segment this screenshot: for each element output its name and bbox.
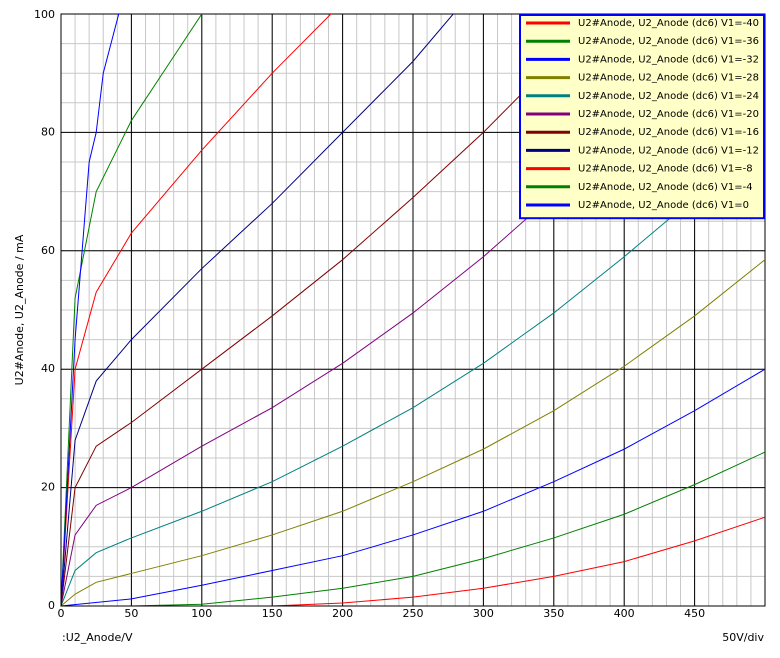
legend: U2#Anode, U2_Anode (dc6) V1=-40 U2#Anode,… <box>519 14 765 220</box>
legend-label: U2#Anode, U2_Anode (dc6) V1=-36 <box>578 36 759 47</box>
series-line <box>61 14 598 606</box>
legend-label: U2#Anode, U2_Anode (dc6) V1=-28 <box>578 73 759 84</box>
y-tick-label: 20 <box>41 481 55 494</box>
y-tick-label: 80 <box>41 125 55 138</box>
x-tick-label: 400 <box>614 607 635 620</box>
series-line <box>61 14 203 606</box>
scale-note: 50V/div <box>722 631 764 644</box>
y-axis-label: U2#Anode, U2_Anode / mA <box>13 234 26 385</box>
series-line <box>61 516 765 606</box>
legend-label: U2#Anode, U2_Anode (dc6) V1=-32 <box>578 54 759 65</box>
legend-box <box>519 14 765 220</box>
y-tick-label: 60 <box>41 244 55 257</box>
legend-label: U2#Anode, U2_Anode (dc6) V1=-20 <box>578 109 759 120</box>
x-axis-label: :U2_Anode/V <box>62 631 133 644</box>
legend-label: U2#Anode, U2_Anode (dc6) V1=0 <box>578 200 749 211</box>
y-tick-label: 0 <box>48 599 55 612</box>
series-line <box>61 368 765 606</box>
x-tick-label: 0 <box>58 607 65 620</box>
y-tick-label: 40 <box>41 362 55 375</box>
series-line <box>61 259 765 606</box>
legend-label: U2#Anode, U2_Anode (dc6) V1=-12 <box>578 145 759 156</box>
series-line <box>61 132 765 606</box>
x-tick-label: 50 <box>124 607 138 620</box>
x-tick-label: 200 <box>332 607 353 620</box>
series-line <box>61 451 765 606</box>
x-tick-label: 150 <box>262 607 283 620</box>
legend-label: U2#Anode, U2_Anode (dc6) V1=-8 <box>578 164 753 175</box>
legend-label: U2#Anode, U2_Anode (dc6) V1=-4 <box>578 182 753 193</box>
y-tick-label: 100 <box>34 8 55 21</box>
x-tick-label: 350 <box>543 607 564 620</box>
legend-label: U2#Anode, U2_Anode (dc6) V1=-16 <box>578 127 759 138</box>
x-tick-label: 300 <box>473 607 494 620</box>
x-tick-label: 250 <box>403 607 424 620</box>
legend-label: U2#Anode, U2_Anode (dc6) V1=-24 <box>578 91 759 102</box>
series-line <box>61 14 454 606</box>
x-tick-label: 100 <box>191 607 212 620</box>
series-line <box>61 14 332 606</box>
legend-label: U2#Anode, U2_Anode (dc6) V1=-40 <box>578 18 759 29</box>
x-tick-label: 450 <box>684 607 705 620</box>
series-line <box>61 14 120 606</box>
